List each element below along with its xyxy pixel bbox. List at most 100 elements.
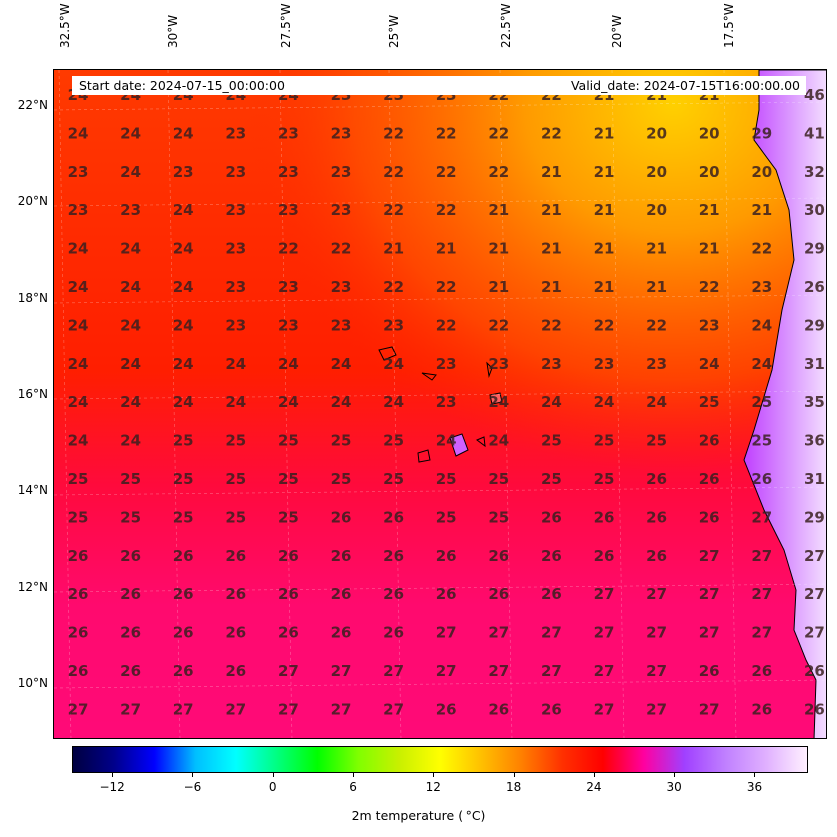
temperature-value: 26: [436, 585, 457, 603]
temperature-value: 20: [646, 163, 667, 181]
temperature-value: 26: [488, 700, 509, 718]
temperature-value: 24: [120, 355, 141, 373]
temperature-value: 27: [541, 662, 562, 680]
lat-label-20n: 20°N: [17, 194, 48, 208]
temperature-value: 23: [278, 278, 299, 296]
temperature-value: 24: [331, 355, 352, 373]
temperature-value: 25: [173, 508, 194, 526]
meridian-line: [58, 70, 72, 738]
temperature-value: 26: [488, 547, 509, 565]
temperature-value: 27: [488, 662, 509, 680]
temperature-value: 26: [436, 700, 457, 718]
colorbar-tick-label: 18: [505, 780, 522, 794]
temperature-value: 22: [383, 278, 404, 296]
lon-label-22-5w: 22.5°W: [499, 3, 513, 48]
temperature-value: 27: [225, 700, 246, 718]
temperature-value: 26: [383, 547, 404, 565]
temperature-value: 26: [699, 508, 720, 526]
temperature-value: 32: [804, 163, 825, 181]
temperature-value: 25: [488, 470, 509, 488]
temperature-value: 26: [173, 662, 194, 680]
temperature-value: 25: [120, 470, 141, 488]
temperature-value: 25: [225, 470, 246, 488]
colorbar-tick-label: 24: [586, 780, 602, 794]
temperature-value: 25: [68, 508, 89, 526]
temperature-value: 27: [646, 662, 667, 680]
temperature-value: 22: [436, 316, 457, 334]
temperature-value: 26: [804, 278, 825, 296]
lon-label-25w: 25°W: [387, 14, 401, 48]
temperature-value: 25: [594, 432, 615, 450]
temperature-value: 26: [541, 585, 562, 603]
island-fogo: [417, 449, 431, 463]
temperature-value: 22: [383, 201, 404, 219]
temperature-value: 23: [331, 316, 352, 334]
temperature-value: 25: [541, 432, 562, 450]
meridian-line: [499, 70, 513, 738]
temperature-value: 23: [383, 316, 404, 334]
temperature-value: 30: [804, 201, 825, 219]
temperature-value: 26: [646, 508, 667, 526]
temperature-value: 26: [646, 470, 667, 488]
temperature-value: 23: [436, 393, 457, 411]
temperature-value: 24: [278, 355, 299, 373]
temperature-value: 41: [804, 124, 825, 142]
temperature-value: 21: [488, 240, 509, 258]
temperature-value: 23: [120, 201, 141, 219]
temperature-value: 26: [541, 508, 562, 526]
temperature-value: 24: [173, 316, 194, 334]
temperature-value: 36: [804, 432, 825, 450]
temperature-value: 24: [120, 124, 141, 142]
temperature-value: 26: [278, 585, 299, 603]
temperature-value: 20: [751, 163, 772, 181]
temperature-value: 26: [804, 662, 825, 680]
temperature-value: 25: [278, 432, 299, 450]
meridian-line: [388, 70, 402, 738]
temperature-value: 23: [68, 163, 89, 181]
temperature-value: 26: [173, 624, 194, 642]
temperature-value: 24: [488, 393, 509, 411]
temperature-value: 27: [699, 700, 720, 718]
temperature-map: 24 24 24 24 24 23 23 23 22 22 21 21 21 46 24 24 24 23 23 23…: [53, 69, 827, 739]
temperature-value: 23: [331, 163, 352, 181]
temperature-value: 21: [594, 124, 615, 142]
temperature-value: 22: [646, 316, 667, 334]
temperature-value: 26: [383, 585, 404, 603]
temperature-value: 27: [278, 662, 299, 680]
temperature-value: 26: [120, 585, 141, 603]
temperature-value: 24: [68, 355, 89, 373]
temperature-value: 23: [278, 316, 299, 334]
temperature-value: 20: [699, 124, 720, 142]
temperature-value: 27: [594, 700, 615, 718]
colorbar-tick: [112, 773, 114, 777]
temperature-value: 27: [699, 624, 720, 642]
temperature-value: 23: [225, 278, 246, 296]
colorbar-tick: [433, 773, 435, 777]
temperature-value: 31: [804, 355, 825, 373]
temperature-value: 22: [541, 124, 562, 142]
colorbar-tick: [593, 773, 595, 777]
temperature-value: 21: [436, 240, 457, 258]
temperature-value: 26: [699, 432, 720, 450]
temperature-value: 27: [331, 700, 352, 718]
map-canvas: 24 24 24 24 24 23 23 23 22 22 21 21 21 46 24 24 24 23 23 23…: [54, 70, 826, 738]
temperature-value: 27: [646, 585, 667, 603]
temperature-value: 24: [68, 316, 89, 334]
island-maio: [476, 436, 486, 448]
temperature-value: 29: [804, 240, 825, 258]
temperature-value: 24: [120, 432, 141, 450]
temperature-value: 26: [751, 662, 772, 680]
temperature-value: 21: [488, 201, 509, 219]
meridian-line: [279, 70, 293, 738]
temperature-value: 23: [278, 201, 299, 219]
northern-warm-plume: [54, 70, 826, 738]
temperature-value: 25: [331, 470, 352, 488]
temperature-value: 26: [68, 662, 89, 680]
valid-date-label: Valid_date: 2024-07-15T16:00:00.00: [570, 78, 800, 93]
island-santo-antao: [378, 346, 397, 361]
temperature-value: 25: [120, 508, 141, 526]
temperature-value: 21: [541, 240, 562, 258]
temperature-value: 46: [804, 86, 825, 104]
temperature-value: 23: [278, 163, 299, 181]
temperature-value: 21: [699, 240, 720, 258]
